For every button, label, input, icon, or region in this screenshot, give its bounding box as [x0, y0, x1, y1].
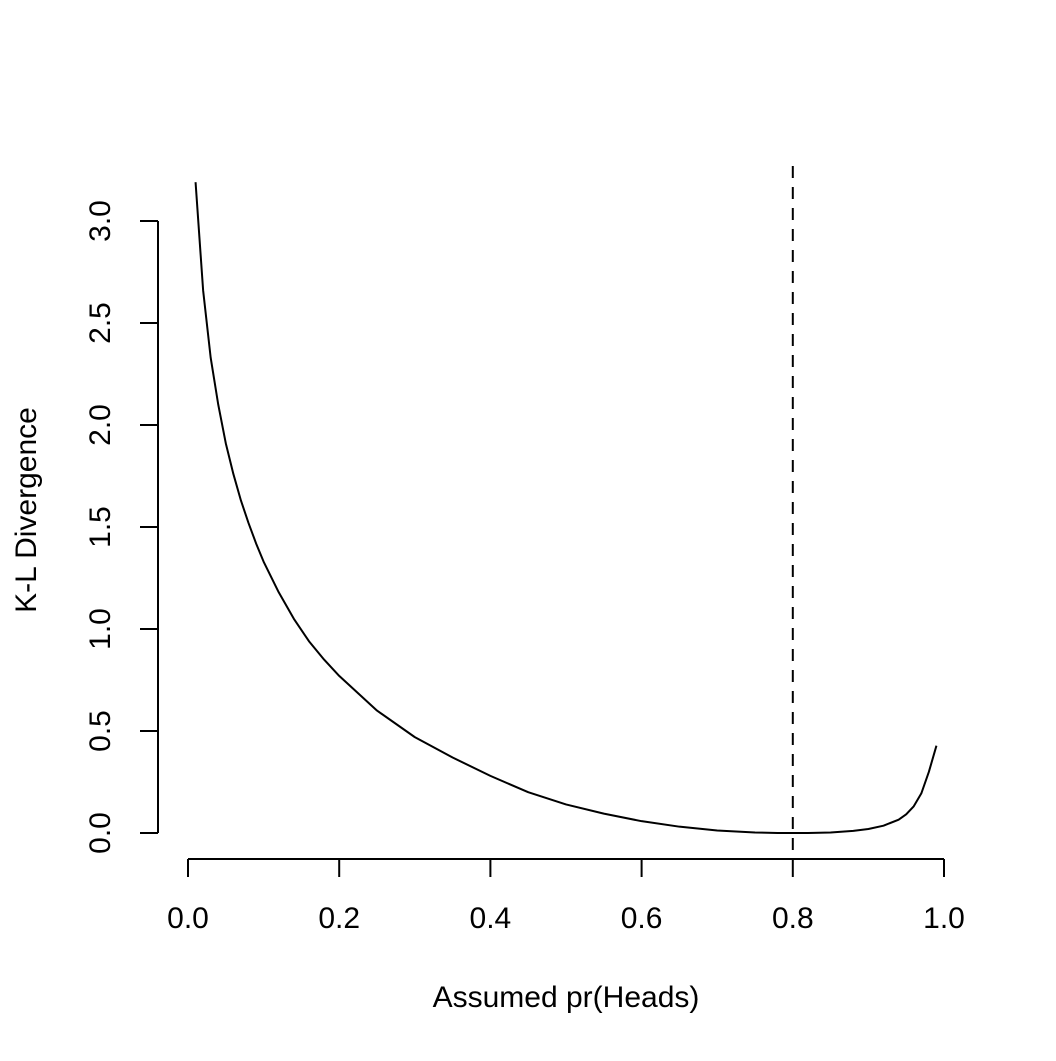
x-axis: 0.0 0.2 0.4 0.6 0.8 1.0	[167, 858, 965, 935]
series-layer	[194, 182, 938, 834]
y-tick-label: 1.0	[84, 608, 117, 650]
x-tick-label: 0.6	[621, 902, 663, 935]
y-tick-label: 0.5	[84, 710, 117, 752]
kl-divergence-curve	[194, 182, 938, 834]
y-tick-label: 3.0	[84, 200, 117, 242]
y-tick-label: 2.5	[84, 302, 117, 344]
x-tick-label: 0.4	[470, 902, 512, 935]
y-axis-label: K-L Divergence	[10, 407, 43, 613]
x-tick-label: 1.0	[923, 902, 965, 935]
y-tick-label: 1.5	[84, 506, 117, 548]
x-tick-label: 0.2	[318, 902, 360, 935]
y-axis: 0.0 0.5 1.0 1.5 2.0 2.5 3.0	[84, 200, 159, 854]
y-tick-label: 0.0	[84, 812, 117, 854]
x-tick-label: 0.0	[167, 902, 209, 935]
x-axis-label: Assumed pr(Heads)	[433, 981, 700, 1014]
x-tick-label: 0.8	[772, 902, 814, 935]
y-tick-label: 2.0	[84, 404, 117, 446]
